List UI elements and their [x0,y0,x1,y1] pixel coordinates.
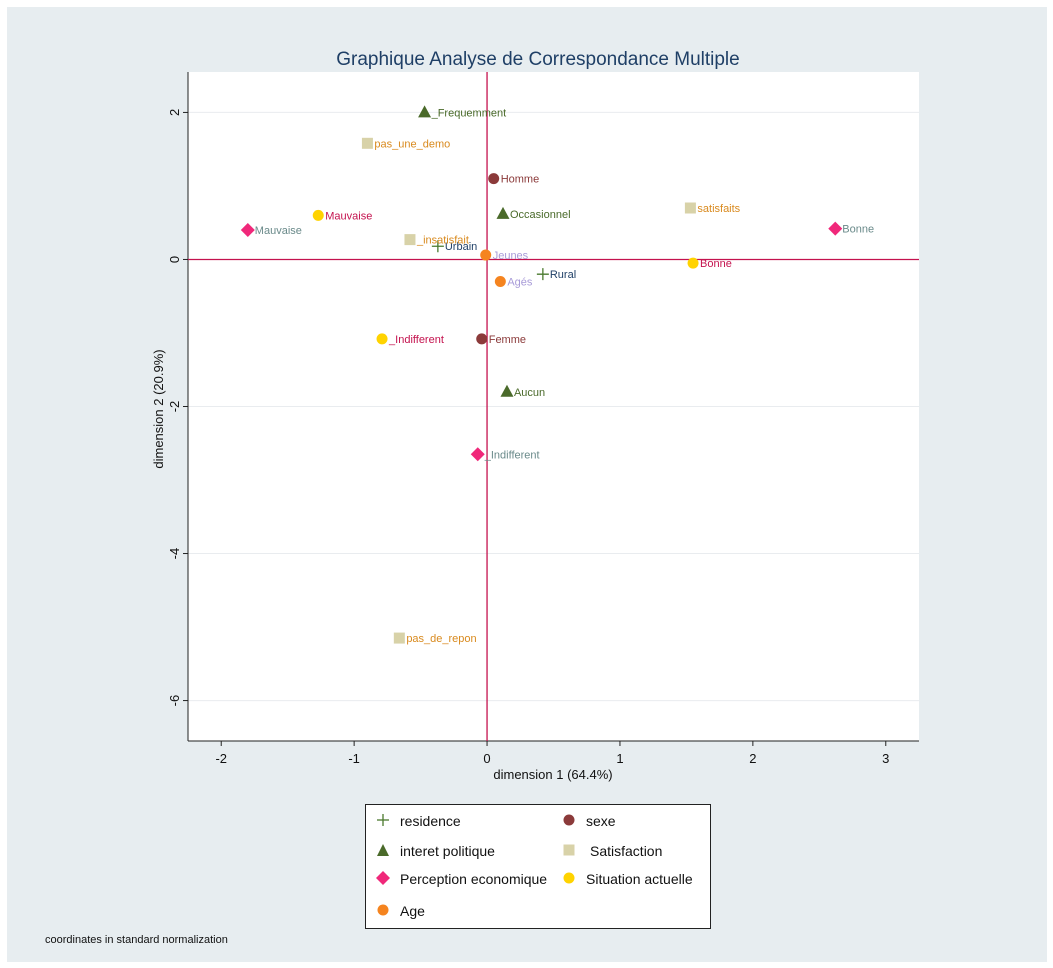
data-point-label: _insatisfait [416,235,469,247]
legend-label: Age [400,903,425,919]
data-point-label: _Indifferent [484,449,540,461]
x-axis-label: dimension 1 (64.4%) [493,767,612,782]
y-tick-label: -2 [167,401,182,413]
legend-label: sexe [586,813,616,829]
data-point-label: Femme [489,334,526,346]
legend-label: Situation actuelle [586,871,693,887]
data-point-label: Homme [501,174,540,186]
data-point-label: Mauvaise [255,225,302,237]
data-point-marker [470,447,485,462]
data-point-marker [240,223,255,238]
circle-marker-icon [377,904,389,916]
chart-background: Graphique Analyse de Correspondance Mult… [7,7,1047,962]
data-points: Urbain Rural Homme Femme _Frequemment Occasio… [240,105,874,645]
data-point-label: Rural [550,269,576,281]
axis-ticks: -6 -4 -2 0 2 -2 -1 0 1 2 3 [167,109,889,766]
data-point-marker [828,221,843,236]
x-tick-label: 2 [749,751,756,766]
data-point-label: satisfaits [697,203,740,215]
chart-svg: Graphique Analyse de Correspondance Mult… [151,49,919,782]
legend-label: Perception economique [400,871,548,887]
y-tick-label: 2 [167,109,182,116]
data-point-label: Urbain [445,241,477,253]
data-point-marker [312,209,324,221]
data-point-label: Jeunes [493,250,529,262]
x-tick-label: -2 [215,751,227,766]
data-point-marker [418,105,432,118]
data-point-marker [496,206,510,219]
data-point-marker [494,276,506,288]
x-tick-label: 0 [483,751,490,766]
data-point-label: pas_de_repon [406,633,476,645]
chart-title: Graphique Analyse de Correspondance Mult… [336,49,739,70]
data-point-marker [684,202,696,214]
y-tick-label: -6 [167,695,182,707]
circle-marker-icon [563,814,575,826]
data-point-marker [536,268,549,281]
data-point-label: Bonne [700,258,732,270]
legend-label: Satisfaction [590,843,663,859]
data-point-marker [376,333,388,345]
y-tick-label: 0 [167,256,182,263]
footnote: coordinates in standard normalization [45,934,228,946]
data-point-marker [361,137,373,149]
data-point-label: Bonne [842,224,874,236]
square-marker-icon [563,844,575,856]
legend-label: interet politique [400,843,495,859]
legend-label: residence [400,813,461,829]
x-tick-label: 3 [882,751,889,766]
diamond-marker-icon [376,871,390,885]
y-tick-label: -4 [167,548,182,560]
data-point-marker [404,234,416,246]
data-point-marker [500,384,514,397]
data-point-label: Agés [507,277,533,289]
data-point-marker [687,257,699,269]
data-point-marker [488,173,500,185]
data-point-label: Occasionnel [510,209,571,221]
plus-marker-icon [377,814,389,826]
circle-marker-icon [563,872,575,884]
data-point-marker [431,240,444,253]
x-tick-label: -1 [348,751,360,766]
data-point-label: _Indifferent [388,334,444,346]
triangle-marker-icon [377,844,389,856]
y-axis-label: dimension 2 (20.9%) [151,349,166,468]
data-point-label: _Frequemment [431,107,507,119]
legend: residence interet politique Perception e… [365,804,711,929]
data-point-marker [393,632,405,644]
data-point-marker [480,249,492,261]
data-point-label: Mauvaise [325,210,372,222]
data-point-marker [476,333,488,345]
reference-lines [188,72,919,741]
data-point-label: Aucun [514,387,545,399]
x-tick-label: 1 [616,751,623,766]
data-point-label: pas_une_demo [374,138,450,150]
